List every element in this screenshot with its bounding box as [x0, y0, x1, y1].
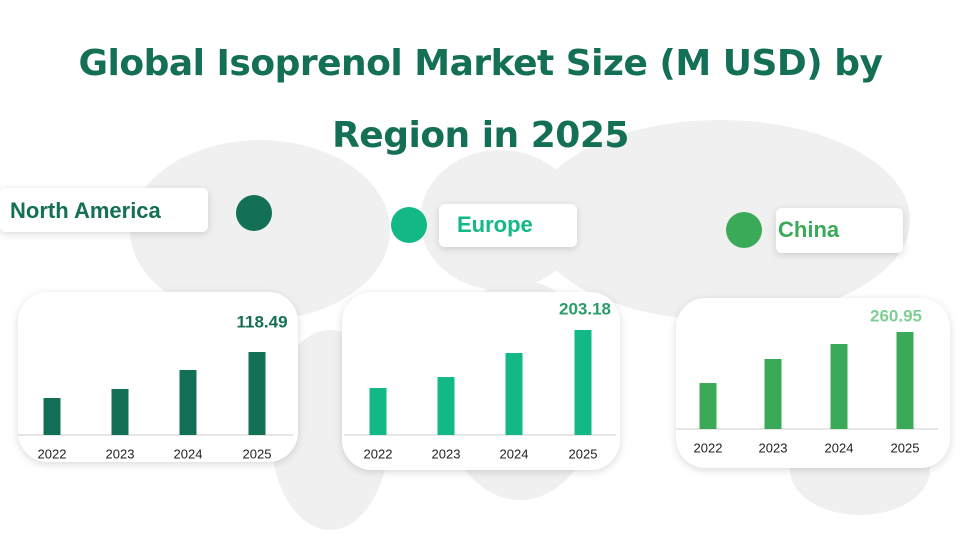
- value-label: 203.18: [559, 299, 611, 318]
- bar: [896, 332, 914, 429]
- value-label: 118.49: [236, 312, 287, 331]
- bar: [699, 383, 717, 429]
- region-marker: [726, 212, 762, 248]
- value-label: 260.95: [870, 306, 922, 325]
- region-label-box: [439, 204, 577, 247]
- bar: [764, 359, 782, 429]
- bar: [248, 352, 266, 435]
- region-label-box: [776, 208, 903, 253]
- x-tick-label: 2024: [500, 446, 529, 461]
- region-label: Europe: [457, 212, 533, 237]
- x-tick-label: 2023: [759, 440, 788, 455]
- x-tick-label: 2025: [243, 446, 272, 461]
- x-tick-label: 2024: [174, 446, 203, 461]
- region-label: China: [778, 217, 840, 242]
- chart-card: [676, 298, 950, 468]
- bar: [43, 398, 61, 435]
- x-tick-label: 2025: [569, 446, 598, 461]
- x-tick-label: 2022: [364, 446, 393, 461]
- bar: [505, 352, 523, 435]
- bar: [574, 330, 592, 435]
- x-tick-label: 2025: [891, 440, 920, 455]
- bar: [437, 377, 455, 435]
- region-label-box: [0, 188, 208, 232]
- bar: [111, 388, 129, 435]
- x-tick-label: 2024: [825, 440, 854, 455]
- x-tick-label: 2022: [694, 440, 723, 455]
- x-tick-label: 2023: [106, 446, 135, 461]
- region-marker: [236, 195, 272, 231]
- region-label: North America: [10, 198, 162, 223]
- chart-card: [18, 292, 298, 462]
- x-tick-label: 2023: [432, 446, 461, 461]
- bar: [179, 369, 197, 435]
- x-tick-label: 2022: [38, 446, 67, 461]
- chart-card: [342, 292, 620, 470]
- bar: [830, 343, 848, 429]
- region-marker: [391, 207, 427, 243]
- bar: [369, 387, 387, 435]
- chart-title: Global Isoprenol Market Size (M USD) by …: [78, 43, 883, 156]
